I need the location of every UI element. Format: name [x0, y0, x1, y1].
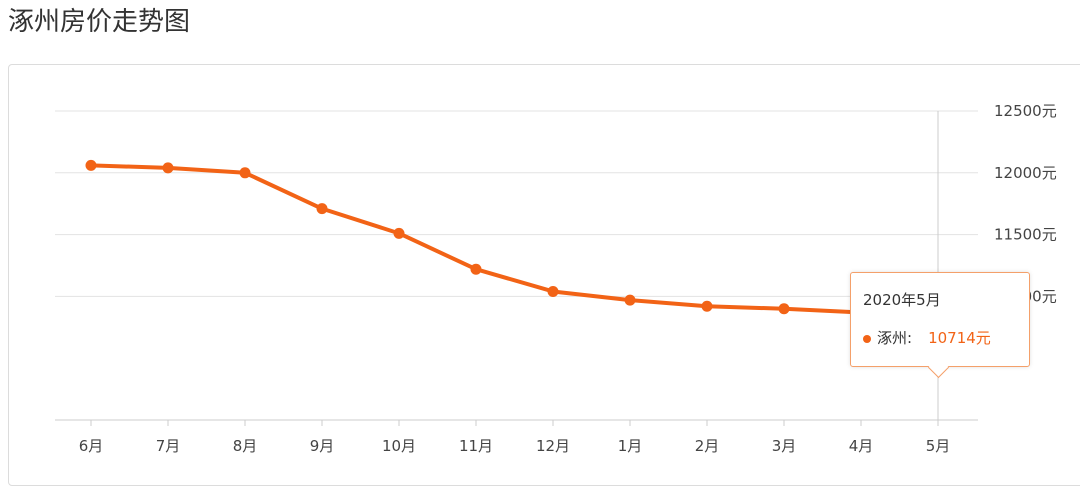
series-dot-icon: [863, 334, 871, 343]
y-tick-label: 11500元: [994, 226, 1057, 244]
data-point: [316, 203, 328, 215]
data-tooltip: 2020年5月 涿州: 10714元: [850, 272, 1030, 367]
data-point: [162, 162, 174, 174]
x-tick-label: 8月: [233, 437, 258, 455]
data-point: [239, 167, 251, 179]
data-point: [624, 294, 636, 306]
series-line: [90, 163, 939, 334]
y-tick-label: 12500元: [994, 102, 1057, 120]
x-tick-label: 3月: [772, 437, 797, 455]
data-point: [778, 303, 790, 315]
page-title: 涿州房价走势图: [8, 7, 191, 37]
x-tick-label: 9月: [310, 437, 335, 455]
x-tick-label: 10月: [382, 437, 416, 455]
x-tick-label: 6月: [79, 437, 104, 455]
data-point: [393, 227, 405, 239]
tooltip-value: 10714元: [928, 329, 991, 347]
tooltip-date: 2020年5月: [863, 291, 941, 309]
tooltip-series-name: 涿州:: [877, 329, 913, 347]
data-point: [470, 263, 482, 275]
data-point: [701, 300, 713, 312]
x-tick-label: 11月: [459, 437, 493, 455]
data-point: [547, 285, 559, 297]
y-tick-label: 12000元: [994, 164, 1057, 182]
x-tick-label: 5月: [926, 437, 951, 455]
data-point: [85, 159, 97, 171]
x-tick-label: 7月: [156, 437, 181, 455]
x-tick-label: 2月: [695, 437, 720, 455]
x-tick-label: 1月: [618, 437, 643, 455]
x-tick-label: 4月: [849, 437, 874, 455]
x-tick-label: 12月: [536, 437, 570, 455]
tooltip-row: 涿州: 10714元: [863, 327, 991, 348]
line-chart: 12500元12000元11500元11000元6月7月8月9月10月11月12…: [55, 102, 1057, 455]
